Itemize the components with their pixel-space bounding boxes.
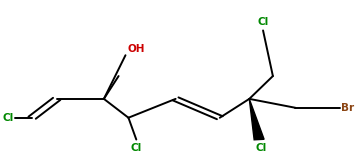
Text: Cl: Cl: [131, 143, 142, 153]
Text: OH: OH: [127, 44, 145, 54]
Text: Cl: Cl: [255, 143, 266, 153]
Text: Cl: Cl: [257, 17, 269, 27]
Text: Br: Br: [342, 103, 355, 113]
Polygon shape: [249, 99, 264, 140]
Text: Cl: Cl: [3, 113, 14, 123]
